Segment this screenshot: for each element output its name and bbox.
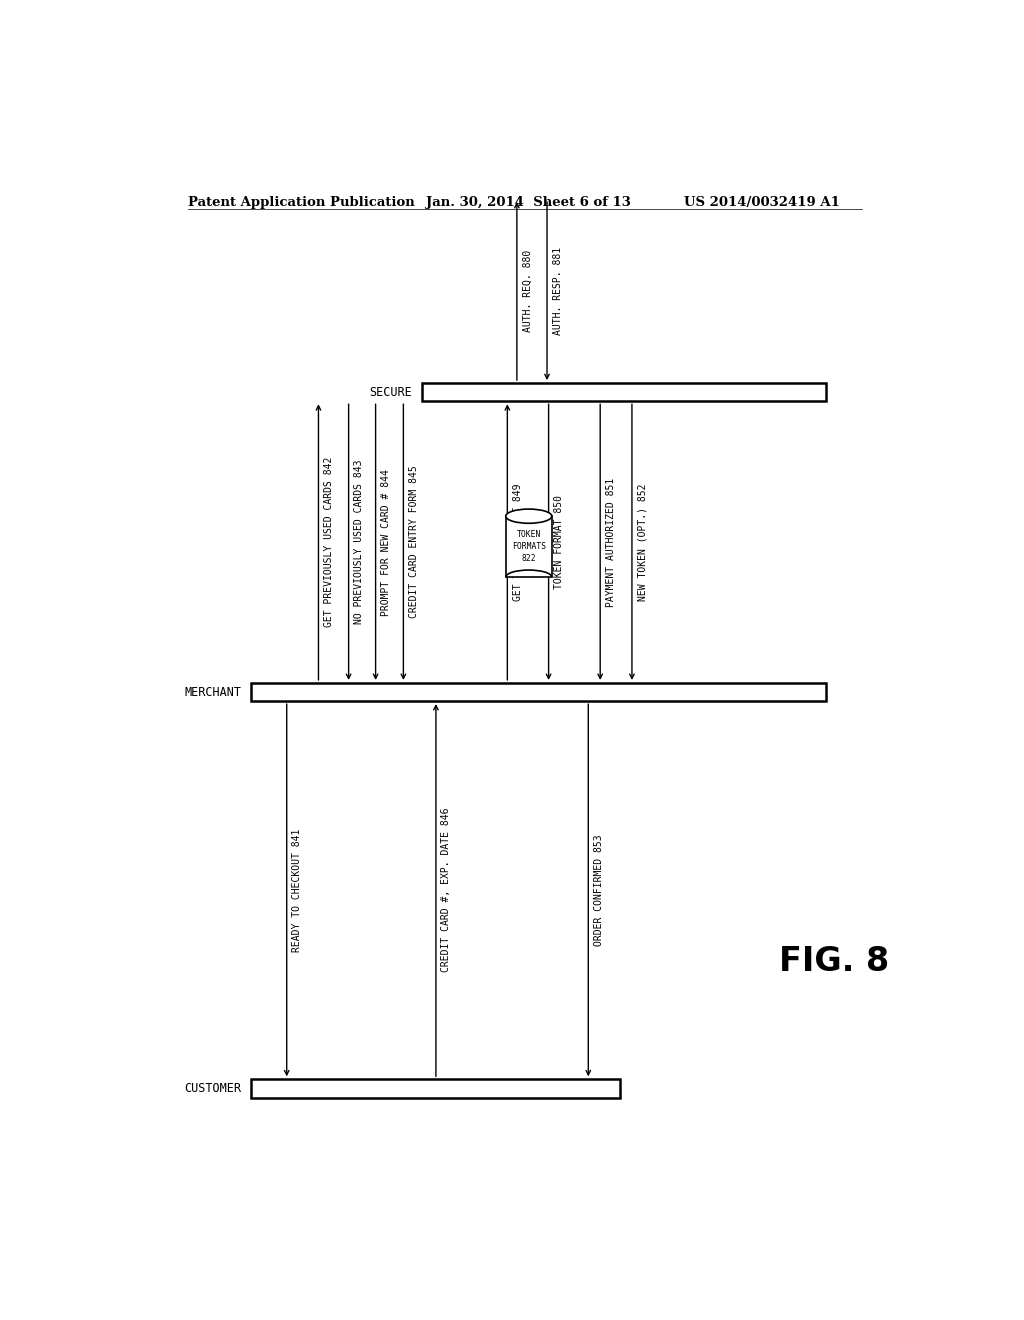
Text: AUTH. REQ. 880: AUTH. REQ. 880 xyxy=(522,249,532,333)
Text: AUTH. RESP. 881: AUTH. RESP. 881 xyxy=(553,247,562,335)
Text: CREDIT CARD ENTRY FORM 845: CREDIT CARD ENTRY FORM 845 xyxy=(409,466,419,619)
Text: GET TOKEN FORMAT 849: GET TOKEN FORMAT 849 xyxy=(513,483,523,601)
Text: GET PREVIOUSLY USED CARDS 842: GET PREVIOUSLY USED CARDS 842 xyxy=(324,457,334,627)
Text: ORDER CONFIRMED 853: ORDER CONFIRMED 853 xyxy=(594,834,604,946)
Text: SECURE: SECURE xyxy=(370,385,412,399)
Text: MERCHANT: MERCHANT xyxy=(184,685,242,698)
Text: NO PREVIOUSLY USED CARDS 843: NO PREVIOUSLY USED CARDS 843 xyxy=(354,459,365,624)
Text: TOKEN FORMAT 850: TOKEN FORMAT 850 xyxy=(554,495,564,589)
Text: READY TO CHECKOUT 841: READY TO CHECKOUT 841 xyxy=(292,829,302,952)
Text: TOKEN
FORMATS
822: TOKEN FORMATS 822 xyxy=(512,531,546,562)
Ellipse shape xyxy=(506,510,552,523)
Text: CUSTOMER: CUSTOMER xyxy=(184,1082,242,1094)
Text: Jan. 30, 2014  Sheet 6 of 13: Jan. 30, 2014 Sheet 6 of 13 xyxy=(426,195,631,209)
Text: PROMPT FOR NEW CARD # 844: PROMPT FOR NEW CARD # 844 xyxy=(381,469,391,615)
Bar xyxy=(422,383,826,401)
Bar xyxy=(506,516,552,577)
Bar xyxy=(251,682,826,701)
Text: US 2014/0032419 A1: US 2014/0032419 A1 xyxy=(684,195,840,209)
Text: CREDIT CARD #, EXP. DATE 846: CREDIT CARD #, EXP. DATE 846 xyxy=(441,808,452,973)
Text: Patent Application Publication: Patent Application Publication xyxy=(187,195,415,209)
Bar xyxy=(251,1080,620,1097)
Text: NEW TOKEN (OPT.) 852: NEW TOKEN (OPT.) 852 xyxy=(638,483,647,601)
Text: FIG. 8: FIG. 8 xyxy=(778,945,889,978)
Text: PAYMENT AUTHORIZED 851: PAYMENT AUTHORIZED 851 xyxy=(606,478,615,607)
